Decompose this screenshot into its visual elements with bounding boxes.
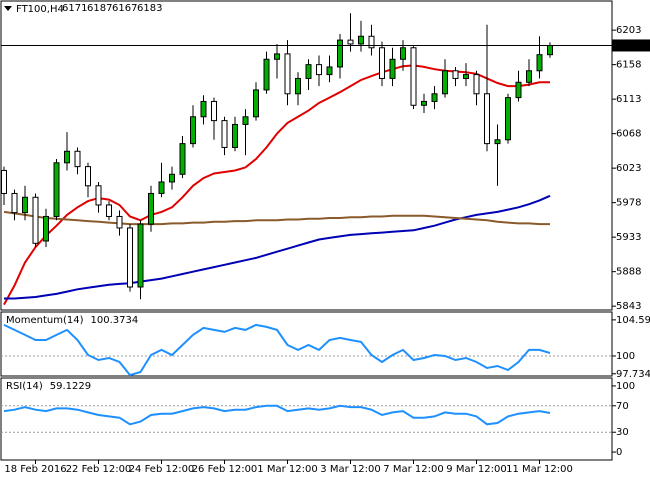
candle-body: [326, 66, 333, 76]
y-tick-label: 97.7348: [616, 369, 650, 380]
candle-body: [358, 35, 364, 45]
candle-body: [137, 223, 144, 288]
x-tick-label: 3 Mar 12:00: [320, 464, 380, 475]
candle-body: [515, 81, 522, 99]
candle-body: [53, 162, 60, 217]
panel-frame: [0, 377, 613, 461]
candle-body: [431, 93, 438, 102]
x-tick-label: 11 Mar 12:00: [506, 464, 573, 475]
candle-body: [148, 192, 154, 225]
y-tick-label: 6203: [616, 25, 641, 36]
candle-body: [127, 227, 133, 288]
candle-body: [484, 93, 490, 145]
candle-body: [442, 70, 448, 95]
candle-body: [368, 35, 375, 49]
candle-body: [158, 181, 165, 194]
panel-title: RSI(14): [6, 381, 43, 392]
ohlc-value: 6167: [112, 3, 137, 14]
candle-body: [473, 74, 480, 95]
y-tick-label: 30: [616, 427, 629, 438]
candle-body: [74, 150, 81, 168]
candle-body: [43, 215, 49, 242]
candle-body: [242, 116, 249, 125]
candle-body: [379, 47, 385, 79]
candle-body: [169, 173, 175, 183]
candle-body: [232, 123, 238, 148]
x-tick-label: 7 Mar 12:00: [383, 464, 443, 475]
y-tick-label: 0: [616, 447, 622, 458]
candle-body: [421, 100, 427, 106]
candle-body: [32, 196, 39, 244]
x-tick-label: 22 Feb 12:00: [66, 464, 132, 475]
candle-body: [95, 185, 102, 206]
y-tick-label: 70: [616, 401, 629, 412]
y-tick-label: 6113: [616, 94, 641, 105]
y-tick-label: 6158: [616, 60, 641, 71]
price-box: [612, 39, 650, 52]
candle-body: [347, 39, 354, 45]
x-tick-label: 24 Feb 12:00: [129, 464, 195, 475]
price-label: 6183: [616, 40, 641, 51]
candle-body: [337, 39, 343, 68]
candle-body: [505, 97, 511, 141]
candle-body: [116, 215, 123, 229]
ohlc-value: 6183: [137, 3, 162, 14]
y-tick-label: 100: [616, 351, 635, 362]
moving-average: [3, 210, 550, 226]
y-tick-label: 5843: [616, 301, 641, 312]
candle-body: [295, 77, 301, 95]
menu-arrow: [4, 6, 12, 11]
candle-body: [263, 58, 270, 91]
candle-body: [305, 64, 312, 79]
y-tick-label: 6023: [616, 163, 641, 174]
ohlc-value: 6187: [87, 3, 112, 14]
candle-body: [536, 54, 543, 72]
y-tick-label: 5933: [616, 232, 641, 243]
indicator-value: 59.1229: [50, 381, 91, 392]
indicator-line: [3, 323, 551, 377]
candle-body: [106, 204, 112, 217]
indicator-line: [3, 404, 551, 426]
candle-body: [400, 47, 406, 60]
candle-body: [253, 89, 259, 118]
panel-frame: [0, 311, 613, 377]
candle-body: [547, 44, 553, 56]
candle-body: [494, 139, 501, 145]
ohlc-value: 6171: [62, 3, 87, 14]
y-tick-label: 5888: [616, 267, 641, 278]
x-tick-label: 9 Mar 12:00: [446, 464, 506, 475]
candle-body: [389, 58, 396, 79]
candle-body: [1, 169, 7, 194]
y-tick-label: 5978: [616, 198, 641, 209]
panel-frame: [0, 0, 613, 311]
candle-body: [221, 120, 228, 148]
candle-body: [463, 74, 469, 79]
panel-title: FT100,H4: [16, 4, 64, 15]
candle-body: [85, 166, 91, 187]
candle-body: [22, 196, 28, 214]
moving-average: [3, 64, 550, 306]
candle-body: [316, 64, 322, 76]
candle-body: [179, 143, 186, 175]
y-tick-label: 6068: [616, 129, 641, 140]
y-tick-label: 104.5984: [616, 315, 650, 326]
x-tick-label: 1 Mar 12:00: [257, 464, 317, 475]
candle-body: [284, 53, 291, 95]
candle-body: [452, 70, 459, 79]
candle-body: [64, 150, 70, 164]
candle-body: [410, 47, 417, 106]
candle-body: [11, 192, 18, 214]
candle-body: [211, 100, 217, 122]
candle-body: [200, 100, 207, 118]
candle-body: [274, 53, 280, 60]
indicator-value: 100.3734: [91, 315, 139, 326]
panel-title: Momentum(14): [6, 315, 84, 326]
candle-body: [190, 116, 196, 145]
moving-average: [4, 194, 551, 300]
candle-body: [526, 70, 532, 83]
y-tick-label: 100: [616, 381, 635, 392]
x-tick-label: 18 Feb 2016: [4, 464, 66, 475]
x-tick-label: 26 Feb 12:00: [192, 464, 258, 475]
